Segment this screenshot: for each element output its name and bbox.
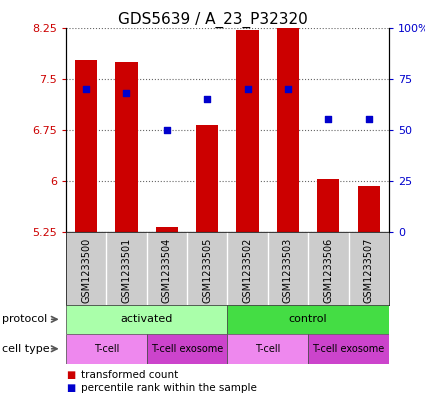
Bar [236, 29, 259, 232]
Text: T-cell: T-cell [255, 344, 280, 354]
Text: ■: ■ [66, 369, 75, 380]
Point [244, 86, 251, 92]
Point [123, 90, 130, 96]
Text: GSM1233504: GSM1233504 [162, 238, 172, 303]
Text: transformed count: transformed count [81, 369, 178, 380]
Bar [75, 59, 97, 232]
Text: T-cell: T-cell [94, 344, 119, 354]
Text: GSM1233506: GSM1233506 [323, 238, 333, 303]
Bar [308, 334, 389, 364]
Point [204, 96, 210, 102]
Text: T-cell exosome: T-cell exosome [312, 344, 385, 354]
Point [365, 116, 372, 123]
Text: GSM1233502: GSM1233502 [243, 238, 252, 303]
Text: ■: ■ [66, 383, 75, 393]
Bar [227, 334, 308, 364]
Bar [66, 305, 227, 334]
Text: protocol: protocol [2, 314, 47, 324]
Point [82, 86, 89, 92]
Text: cell type: cell type [2, 344, 50, 354]
Bar [357, 186, 380, 232]
Text: GSM1233507: GSM1233507 [364, 238, 374, 303]
Point [285, 86, 292, 92]
Text: percentile rank within the sample: percentile rank within the sample [81, 383, 257, 393]
Text: GSM1233500: GSM1233500 [81, 238, 91, 303]
Bar [115, 62, 138, 232]
Text: T-cell exosome: T-cell exosome [151, 344, 223, 354]
Bar [66, 334, 147, 364]
Bar [196, 125, 218, 232]
Bar [277, 2, 299, 232]
Text: GDS5639 / A_23_P32320: GDS5639 / A_23_P32320 [118, 12, 307, 28]
Text: GSM1233501: GSM1233501 [122, 238, 131, 303]
Bar [227, 305, 389, 334]
Bar [317, 180, 340, 232]
Bar [147, 334, 227, 364]
Bar [156, 227, 178, 232]
Point [163, 127, 170, 133]
Text: GSM1233505: GSM1233505 [202, 238, 212, 303]
Text: activated: activated [120, 314, 173, 324]
Point [325, 116, 332, 123]
Text: control: control [289, 314, 327, 324]
Text: GSM1233503: GSM1233503 [283, 238, 293, 303]
